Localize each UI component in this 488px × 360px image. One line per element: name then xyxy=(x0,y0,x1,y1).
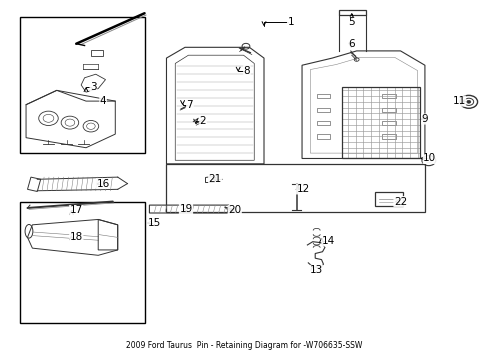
Text: 8: 8 xyxy=(243,66,250,76)
Bar xyxy=(20,202,144,323)
Text: 11: 11 xyxy=(451,96,465,106)
Bar xyxy=(316,134,330,139)
Text: 2: 2 xyxy=(199,116,206,126)
Text: 5: 5 xyxy=(348,17,354,27)
Text: 22: 22 xyxy=(393,197,407,207)
Bar xyxy=(316,121,330,126)
Text: 6: 6 xyxy=(348,39,354,49)
Bar xyxy=(381,94,395,98)
Bar xyxy=(374,192,403,206)
Bar xyxy=(91,50,103,56)
Text: 19: 19 xyxy=(179,204,192,215)
Bar xyxy=(381,134,395,139)
Text: 7: 7 xyxy=(186,100,193,110)
Text: 9: 9 xyxy=(421,114,427,124)
Text: 21: 21 xyxy=(208,174,222,184)
Text: 10: 10 xyxy=(423,153,435,163)
Text: 4: 4 xyxy=(100,96,106,106)
Bar xyxy=(166,164,424,212)
Text: 1: 1 xyxy=(287,17,294,27)
Text: 16: 16 xyxy=(96,179,109,189)
Text: 14: 14 xyxy=(321,236,334,246)
Text: 13: 13 xyxy=(309,265,323,275)
Bar xyxy=(341,87,419,158)
Bar xyxy=(316,94,330,98)
Text: 20: 20 xyxy=(228,206,241,216)
Circle shape xyxy=(466,100,470,103)
Bar xyxy=(381,121,395,126)
Text: 15: 15 xyxy=(147,218,161,228)
Text: 18: 18 xyxy=(69,232,83,242)
Text: 2009 Ford Taurus  Pin - Retaining Diagram for -W706635-SSW: 2009 Ford Taurus Pin - Retaining Diagram… xyxy=(126,341,362,350)
Bar xyxy=(316,108,330,112)
Text: 12: 12 xyxy=(296,184,309,194)
Bar xyxy=(20,17,144,153)
Text: 17: 17 xyxy=(69,206,83,216)
Text: 3: 3 xyxy=(90,82,97,92)
Bar xyxy=(381,108,395,112)
